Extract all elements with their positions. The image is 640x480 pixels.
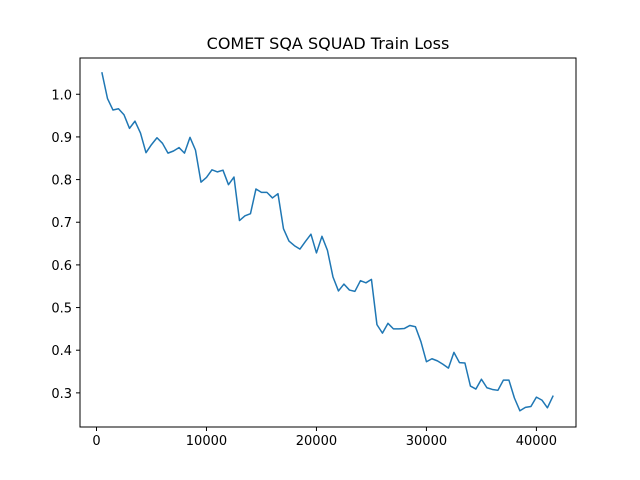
y-tick-label: 0.4 <box>51 344 72 359</box>
y-tick-label: 0.5 <box>51 302 72 317</box>
x-tick-label: 0 <box>92 434 100 449</box>
y-tick-label: 0.3 <box>51 387 72 402</box>
y-tick-label: 0.6 <box>51 259 72 274</box>
x-tick-label: 40000 <box>516 434 557 449</box>
chart-plot-area <box>101 72 554 412</box>
chart-title: COMET SQA SQUAD Train Loss <box>207 34 450 53</box>
y-tick-label: 0.7 <box>51 216 72 231</box>
y-tick-label: 1.0 <box>51 88 72 103</box>
x-tick-label: 10000 <box>186 434 227 449</box>
series-line-0 <box>101 72 554 412</box>
chart-axes: 0 10000 20000 30000 40000 0.3 0.4 0.5 0.6 0.7 0.8 0… <box>51 57 577 449</box>
x-tick-label: 20000 <box>296 434 337 449</box>
y-tick-label: 0.8 <box>51 174 72 189</box>
plot-frame <box>79 57 577 428</box>
x-tick-label: 30000 <box>406 434 447 449</box>
y-tick-label: 0.9 <box>51 131 72 146</box>
